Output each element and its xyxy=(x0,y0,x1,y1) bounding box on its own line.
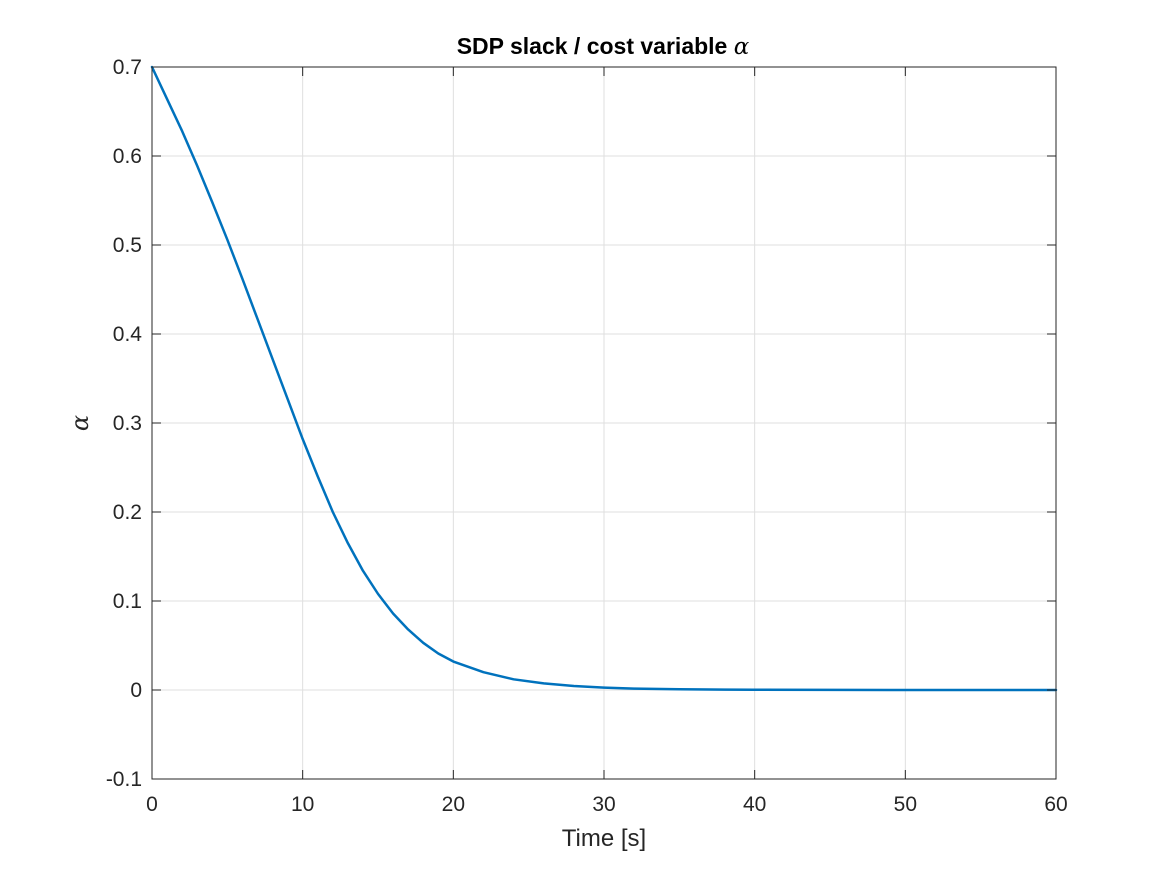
x-tick-label: 50 xyxy=(894,793,917,816)
chart-title: SDP slack / cost variable α xyxy=(457,33,750,60)
x-tick-label: 20 xyxy=(442,793,465,816)
x-tick-label: 0 xyxy=(146,793,158,816)
x-axis-label: Time [s] xyxy=(562,825,646,852)
y-tick-label: 0.1 xyxy=(113,590,142,613)
y-tick-label: 0.3 xyxy=(113,412,142,435)
y-tick-label: 0.7 xyxy=(113,56,142,79)
y-tick-label: 0 xyxy=(130,679,142,702)
series-layer xyxy=(150,65,1058,692)
x-tick-label: 60 xyxy=(1044,793,1067,816)
chart-title-symbol: α xyxy=(734,34,750,60)
y-tick-label: 0.6 xyxy=(113,145,142,168)
x-tick-label: 10 xyxy=(291,793,314,816)
x-tick-label: 30 xyxy=(592,793,615,816)
ticks xyxy=(151,66,1057,780)
x-tick-labels: 0 10 20 30 40 50 60 xyxy=(146,793,1068,816)
chart-title-text: SDP slack / cost variable xyxy=(457,33,734,59)
y-tick-labels: -0.1 0 0.1 0.2 0.3 0.4 0.5 0.6 0.7 xyxy=(106,56,142,791)
y-tick-label: 0.4 xyxy=(113,323,143,346)
x-tick-label: 40 xyxy=(743,793,766,816)
y-tick-label: 0.2 xyxy=(113,501,142,524)
y-tick-label: 0.5 xyxy=(113,234,142,257)
series-line xyxy=(150,65,1058,692)
grid xyxy=(152,67,1056,779)
y-tick-label: -0.1 xyxy=(106,768,142,791)
y-axis-label: α xyxy=(66,415,94,431)
